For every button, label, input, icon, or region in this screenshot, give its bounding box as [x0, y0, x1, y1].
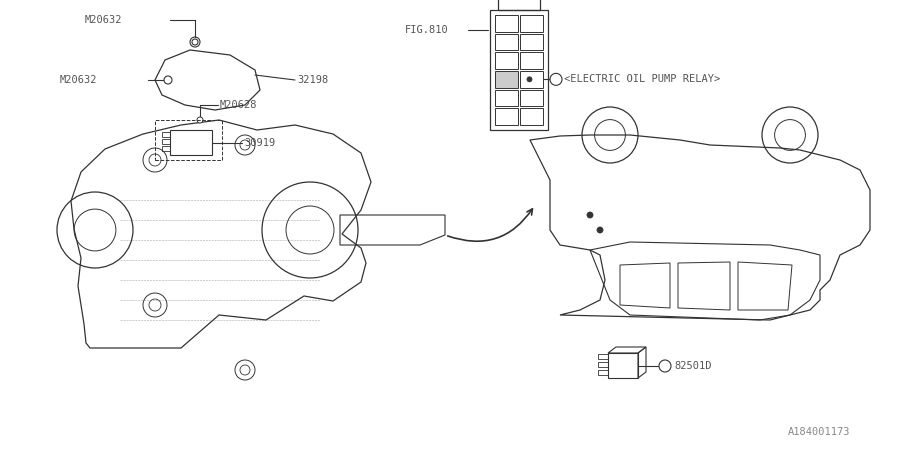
Circle shape: [587, 212, 593, 218]
Bar: [495, 108, 518, 125]
Bar: [598, 354, 608, 359]
Text: M20632: M20632: [85, 15, 122, 25]
Bar: [598, 370, 608, 375]
Circle shape: [164, 76, 172, 84]
FancyArrowPatch shape: [447, 209, 533, 241]
Bar: [498, 0, 540, 10]
Bar: [162, 139, 170, 144]
Text: A184001173: A184001173: [788, 427, 850, 437]
Bar: [520, 108, 543, 125]
Bar: [520, 34, 543, 50]
Text: 1: 1: [554, 75, 559, 84]
Bar: [162, 146, 170, 151]
Text: 30919: 30919: [244, 138, 275, 148]
Bar: [495, 52, 518, 69]
Bar: [520, 15, 543, 32]
Text: M20632: M20632: [60, 75, 97, 85]
Bar: [495, 15, 518, 32]
Bar: [608, 353, 638, 378]
Bar: [520, 52, 543, 69]
Bar: [495, 34, 518, 50]
Circle shape: [550, 73, 562, 86]
Bar: [520, 71, 543, 88]
Bar: [490, 10, 548, 130]
Circle shape: [192, 39, 198, 45]
Bar: [598, 362, 608, 367]
Text: 82501D: 82501D: [674, 361, 712, 371]
Bar: [520, 90, 543, 106]
Text: 32198: 32198: [297, 75, 328, 85]
Bar: [162, 132, 170, 137]
Bar: [155, 120, 222, 160]
Bar: [495, 90, 518, 106]
Bar: [170, 130, 212, 155]
Text: 1: 1: [662, 361, 668, 370]
Circle shape: [197, 117, 203, 123]
Text: M20628: M20628: [220, 100, 257, 110]
Circle shape: [527, 77, 532, 82]
Text: FIG.810: FIG.810: [405, 25, 449, 35]
Text: <ELECTRIC OIL PUMP RELAY>: <ELECTRIC OIL PUMP RELAY>: [564, 74, 720, 84]
Circle shape: [659, 360, 671, 372]
Circle shape: [597, 227, 603, 233]
Bar: [495, 71, 518, 88]
